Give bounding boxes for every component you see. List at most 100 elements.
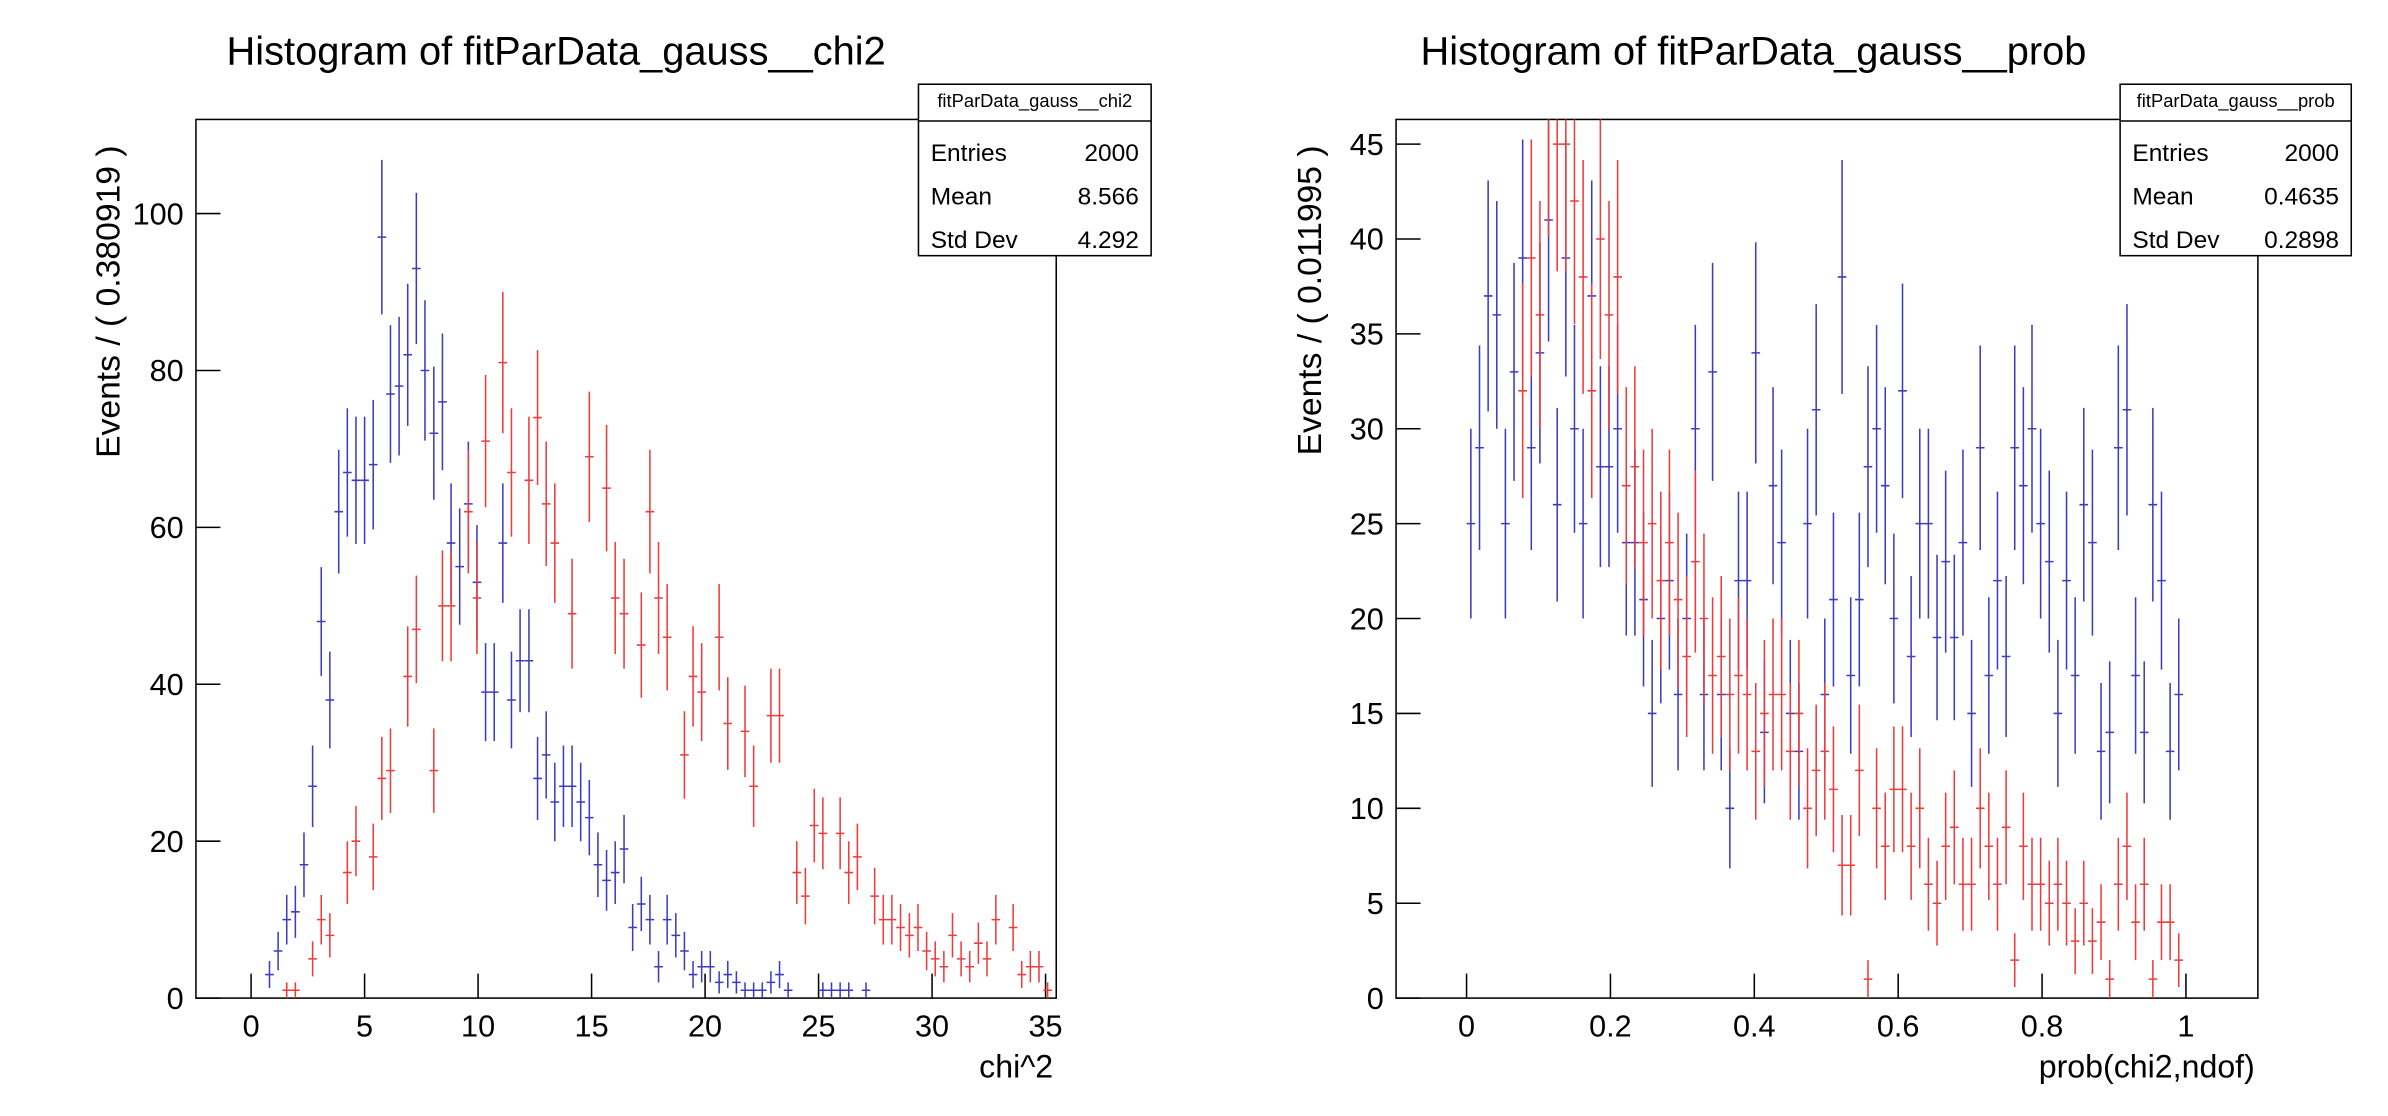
error-bar-point: [1837, 159, 1847, 394]
error-bar-point: [412, 575, 421, 684]
error-bar-point: [2122, 304, 2132, 516]
stats-box: fitParData_gauss__chi2 Entries 2000 Mean 8.5…: [917, 83, 1152, 257]
error-bar-point: [1975, 345, 1985, 550]
error-bar-point: [1975, 748, 1985, 869]
error-bar-point: [1043, 982, 1052, 999]
error-bar-point: [377, 736, 387, 820]
error-bar-point: [602, 424, 611, 552]
error-bar-point: [1993, 837, 2002, 931]
error-bar-point: [1578, 159, 1588, 394]
error-bar-point: [1639, 449, 1648, 636]
error-bar-point: [1803, 748, 1812, 869]
error-bar-point: [1008, 903, 1018, 952]
error-bar-point: [567, 745, 577, 828]
x-tick-label: 5: [356, 1009, 373, 1043]
y-tick-label: 40: [1350, 223, 1384, 257]
error-bar-point: [792, 841, 802, 904]
error-bar-point: [2105, 960, 2115, 999]
error-bar-point: [870, 867, 879, 925]
error-bar-point: [766, 668, 776, 763]
error-bar-point: [1932, 554, 1942, 721]
error-bar-point: [429, 728, 439, 813]
error-bar-point: [464, 449, 473, 574]
error-bar-point: [1725, 618, 1735, 771]
stats-label: Entries: [931, 140, 1007, 167]
error-bar-point: [481, 374, 490, 508]
error-bar-point: [1880, 387, 1890, 585]
error-bar-point: [1760, 639, 1769, 787]
data-points: [1466, 119, 2184, 999]
error-bar-point: [922, 931, 931, 971]
chart-title: Histogram of fitParData_gauss__chi2: [227, 29, 886, 73]
error-bar-point: [948, 913, 957, 958]
error-bar-point: [680, 931, 689, 971]
error-bar-point: [2027, 324, 2037, 533]
error-bar-point: [1855, 512, 1864, 687]
error-bar-point: [1587, 283, 1597, 499]
error-bar-point: [308, 941, 317, 977]
error-bar-point: [1829, 726, 1838, 853]
error-bar-point: [1691, 470, 1700, 653]
error-bar-point: [732, 971, 741, 994]
error-bar-point: [316, 567, 326, 676]
error-bar-point: [1768, 618, 1778, 771]
error-bar-point: [662, 894, 672, 945]
error-bar-point: [1665, 449, 1674, 636]
error-bar-point: [533, 350, 542, 486]
error-bar-point: [1034, 951, 1044, 983]
y-tick-label: 10: [1350, 792, 1384, 826]
error-bar-point: [610, 841, 620, 904]
error-bar-point: [489, 643, 499, 742]
error-bar-point: [1811, 304, 1821, 516]
error-bar-point: [2157, 491, 2166, 670]
error-bar-point: [740, 685, 750, 778]
y-tick-label: 100: [133, 197, 184, 231]
histogram-panel: Histogram of fitParData_gauss__chi2 0 5 10 1…: [90, 29, 1152, 1085]
error-bar-point: [325, 913, 335, 958]
error-bar-point: [930, 941, 940, 977]
error-bar-point: [628, 903, 637, 952]
error-bar-point: [550, 483, 560, 603]
error-bar-point: [697, 643, 706, 742]
error-bar-point: [2174, 618, 2184, 771]
error-bar-point: [844, 841, 854, 904]
error-bar-point: [403, 626, 413, 727]
error-bar-point: [559, 745, 568, 828]
error-bar-point: [386, 728, 395, 813]
error-bar-point: [1803, 428, 1812, 619]
error-bar-point: [956, 941, 966, 977]
error-bar-point: [2079, 407, 2089, 602]
error-bar-point: [1552, 407, 1562, 602]
error-bar-point: [1837, 815, 1847, 916]
error-bar-point: [1915, 748, 1925, 869]
y-tick-label: 60: [150, 511, 184, 545]
error-bar-point: [1699, 533, 1709, 704]
error-bar-point: [2139, 837, 2149, 931]
error-bar-point: [265, 960, 274, 989]
error-bar-point: [991, 894, 1001, 945]
data-points: [265, 159, 1052, 999]
error-bar-point: [1526, 139, 1536, 377]
error-bar-point: [1889, 726, 1899, 853]
error-bar-point: [2062, 491, 2071, 670]
error-bar-point: [412, 192, 421, 345]
error-bar-point: [2148, 407, 2158, 602]
error-bar-point: [680, 711, 689, 799]
error-bar-point: [1768, 387, 1778, 585]
error-bar-point: [2122, 792, 2132, 900]
error-bar-point: [1872, 324, 1881, 533]
error-bar-point: [351, 416, 361, 545]
error-bar-point: [550, 762, 560, 842]
x-tick-label: 15: [575, 1009, 609, 1043]
y-tick-label: 40: [150, 668, 184, 702]
error-bar-point: [1501, 428, 1510, 619]
error-bar-point: [1811, 704, 1821, 837]
error-bar-point: [481, 643, 490, 742]
error-bar-point: [1751, 242, 1761, 464]
error-bar-point: [714, 584, 724, 691]
error-bar-point: [282, 982, 292, 999]
error-bar-point: [1846, 815, 1856, 916]
error-bar-point: [749, 982, 758, 999]
error-bar-point: [749, 745, 758, 828]
